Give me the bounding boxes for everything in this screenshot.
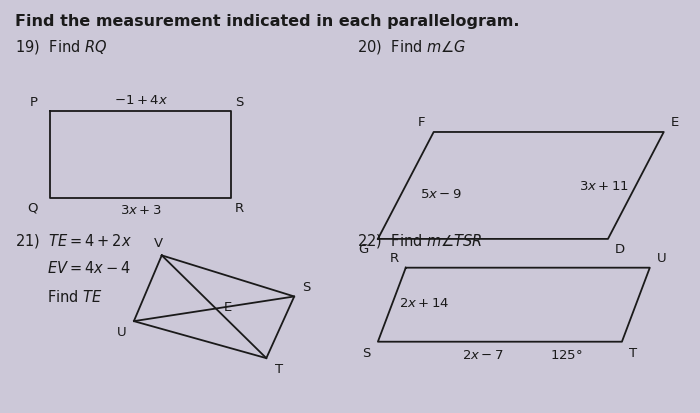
Text: $125°$: $125°$ (550, 348, 582, 361)
Text: Find the measurement indicated in each parallelogram.: Find the measurement indicated in each p… (15, 14, 520, 28)
Text: $-1+4x$: $-1+4x$ (113, 94, 168, 107)
Text: P: P (29, 96, 38, 109)
Text: T: T (629, 346, 637, 359)
Text: $EV = 4x - 4$: $EV = 4x - 4$ (47, 260, 130, 276)
Text: 19)  Find $RQ$: 19) Find $RQ$ (15, 38, 108, 56)
Text: 21)  $TE = 4 + 2x$: 21) $TE = 4 + 2x$ (15, 231, 132, 249)
Text: E: E (224, 300, 232, 313)
Text: F: F (418, 116, 426, 128)
Text: $2x-7$: $2x-7$ (461, 348, 503, 361)
Text: E: E (671, 116, 679, 128)
Text: $3x+3$: $3x+3$ (120, 204, 162, 216)
Text: $2x+14$: $2x+14$ (399, 297, 449, 309)
Text: $3x+11$: $3x+11$ (579, 180, 629, 192)
Text: Find $TE$: Find $TE$ (47, 289, 102, 304)
Text: U: U (118, 325, 127, 338)
Text: D: D (615, 242, 625, 256)
Text: V: V (154, 237, 163, 249)
Text: S: S (363, 346, 371, 359)
Text: R: R (390, 251, 399, 264)
Text: R: R (235, 201, 244, 214)
Text: 20)  Find $m\angle G$: 20) Find $m\angle G$ (357, 38, 466, 56)
Text: Q: Q (27, 201, 38, 214)
Text: G: G (358, 242, 369, 256)
Text: U: U (657, 251, 666, 264)
Text: T: T (274, 362, 283, 375)
Text: S: S (302, 280, 311, 294)
Text: 22)  Find $m\angle TSR$: 22) Find $m\angle TSR$ (357, 231, 482, 249)
Text: $5x-9$: $5x-9$ (420, 188, 462, 201)
Text: S: S (235, 96, 244, 109)
